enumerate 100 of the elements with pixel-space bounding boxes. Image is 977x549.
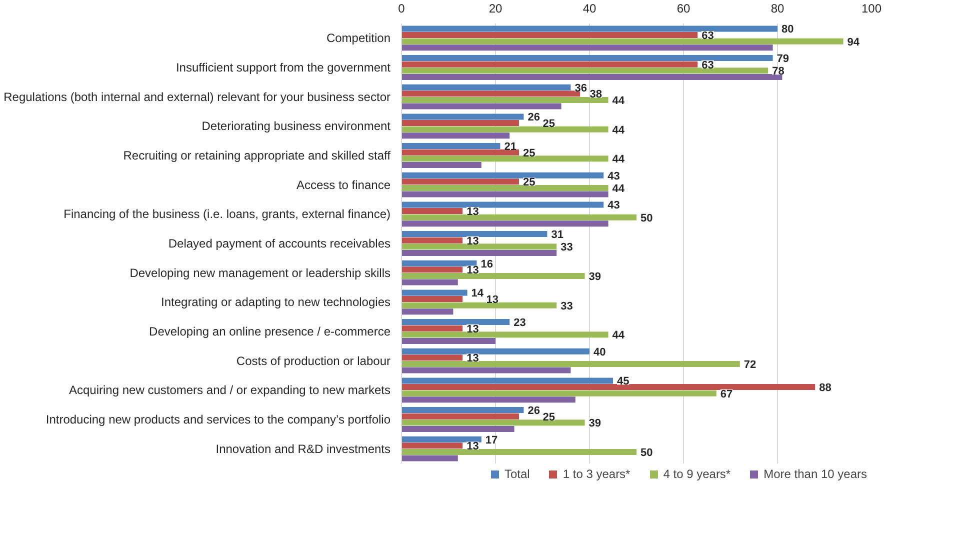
data-label: 13 bbox=[466, 235, 479, 248]
y-tick-label: Insufficient support from the government bbox=[176, 60, 392, 74]
y-tick-label: Access to finance bbox=[296, 178, 391, 192]
bar bbox=[402, 325, 463, 332]
bar bbox=[402, 156, 608, 162]
data-label: 44 bbox=[612, 94, 626, 107]
bar bbox=[402, 413, 519, 420]
bar bbox=[402, 302, 557, 308]
data-label: 44 bbox=[612, 124, 626, 136]
y-tick-label: Integrating or adapting to new technologies bbox=[161, 295, 391, 310]
bar bbox=[402, 74, 782, 80]
bar bbox=[402, 84, 571, 90]
data-label: 43 bbox=[608, 170, 620, 182]
bar bbox=[402, 308, 454, 315]
data-label: 44 bbox=[612, 154, 626, 166]
bar bbox=[402, 338, 496, 344]
data-label: 16 bbox=[480, 258, 493, 270]
y-tick-label: Financing of the business (i.e. loans, grants, external finance) bbox=[64, 207, 391, 222]
bar bbox=[402, 214, 636, 220]
bar bbox=[402, 68, 768, 74]
data-label: 25 bbox=[542, 411, 555, 424]
data-label: 13 bbox=[466, 206, 479, 218]
data-label: 45 bbox=[617, 376, 630, 388]
bar bbox=[402, 143, 500, 150]
data-label: 25 bbox=[523, 176, 536, 189]
data-label: 25 bbox=[542, 118, 555, 130]
legend-label: More than 10 years bbox=[764, 467, 867, 481]
bar bbox=[402, 220, 608, 227]
data-label: 13 bbox=[486, 294, 499, 306]
bar bbox=[402, 260, 477, 266]
data-label: 44 bbox=[612, 182, 626, 195]
data-label: 26 bbox=[528, 405, 540, 418]
bar bbox=[402, 126, 608, 132]
bar bbox=[402, 90, 580, 97]
data-label: 72 bbox=[744, 358, 756, 371]
bar bbox=[402, 26, 778, 32]
data-label: 44 bbox=[612, 330, 626, 342]
bar bbox=[402, 120, 519, 126]
data-label: 67 bbox=[720, 388, 733, 400]
data-label: 43 bbox=[608, 200, 620, 212]
bar bbox=[402, 455, 458, 462]
bar bbox=[402, 184, 608, 191]
data-label: 13 bbox=[466, 264, 479, 277]
data-label: 63 bbox=[702, 59, 714, 72]
y-tick-label: Competition bbox=[326, 31, 390, 46]
bar bbox=[402, 332, 608, 338]
y-tick-label: Developing new management or leadership skills bbox=[130, 266, 391, 280]
bar bbox=[402, 442, 463, 449]
bar bbox=[402, 448, 636, 455]
data-label: 40 bbox=[594, 346, 606, 358]
bar bbox=[402, 319, 510, 326]
x-tick-label: 20 bbox=[488, 2, 502, 16]
bar bbox=[402, 348, 590, 354]
x-tick-label: 80 bbox=[770, 2, 784, 16]
legend-label: 4 to 9 years* bbox=[663, 467, 731, 481]
bar bbox=[402, 272, 585, 279]
bar bbox=[402, 426, 514, 432]
bar bbox=[402, 178, 519, 185]
y-tick-label: Recruiting or retaining appropriate and skilled staff bbox=[123, 148, 392, 162]
bar bbox=[402, 279, 458, 286]
x-tick-label: 40 bbox=[582, 2, 596, 16]
bar bbox=[402, 96, 608, 103]
y-tick-label: Introducing new products and services to the company’s portfolio bbox=[46, 412, 391, 426]
data-label: 36 bbox=[574, 82, 587, 94]
bar bbox=[402, 38, 844, 44]
bar bbox=[402, 396, 576, 403]
bar bbox=[402, 420, 585, 426]
data-label: 21 bbox=[504, 141, 516, 154]
bar bbox=[402, 354, 463, 361]
data-label: 14 bbox=[471, 288, 484, 300]
y-tick-label: Regulations (both internal and external) relevant for your business sector bbox=[4, 90, 391, 104]
data-label: 78 bbox=[772, 66, 784, 78]
bar bbox=[402, 114, 524, 120]
data-label: 63 bbox=[702, 30, 714, 42]
data-label: 79 bbox=[776, 53, 790, 66]
bar bbox=[402, 436, 482, 442]
bar bbox=[402, 162, 482, 168]
bar bbox=[402, 231, 548, 238]
bar bbox=[402, 390, 716, 396]
bar bbox=[402, 202, 604, 208]
data-label: 26 bbox=[528, 112, 540, 124]
x-tick-label: 0 bbox=[398, 2, 406, 16]
data-label: 23 bbox=[514, 317, 526, 330]
bar bbox=[402, 266, 463, 273]
bar bbox=[402, 237, 463, 244]
bar bbox=[402, 149, 519, 156]
bar bbox=[402, 61, 698, 68]
data-label: 13 bbox=[466, 440, 479, 453]
data-label: 31 bbox=[551, 229, 564, 242]
data-label: 38 bbox=[590, 88, 602, 101]
y-tick-label: Innovation and R&D investments bbox=[216, 442, 391, 456]
data-label: 88 bbox=[819, 382, 832, 394]
data-label: 39 bbox=[588, 270, 602, 283]
x-tick-label: 60 bbox=[676, 2, 690, 16]
legend-label: 1 to 3 years* bbox=[562, 467, 630, 481]
bar bbox=[402, 360, 740, 367]
data-label: 50 bbox=[640, 212, 653, 224]
data-label: 50 bbox=[640, 446, 653, 459]
bar bbox=[402, 32, 698, 38]
bar bbox=[402, 44, 773, 51]
